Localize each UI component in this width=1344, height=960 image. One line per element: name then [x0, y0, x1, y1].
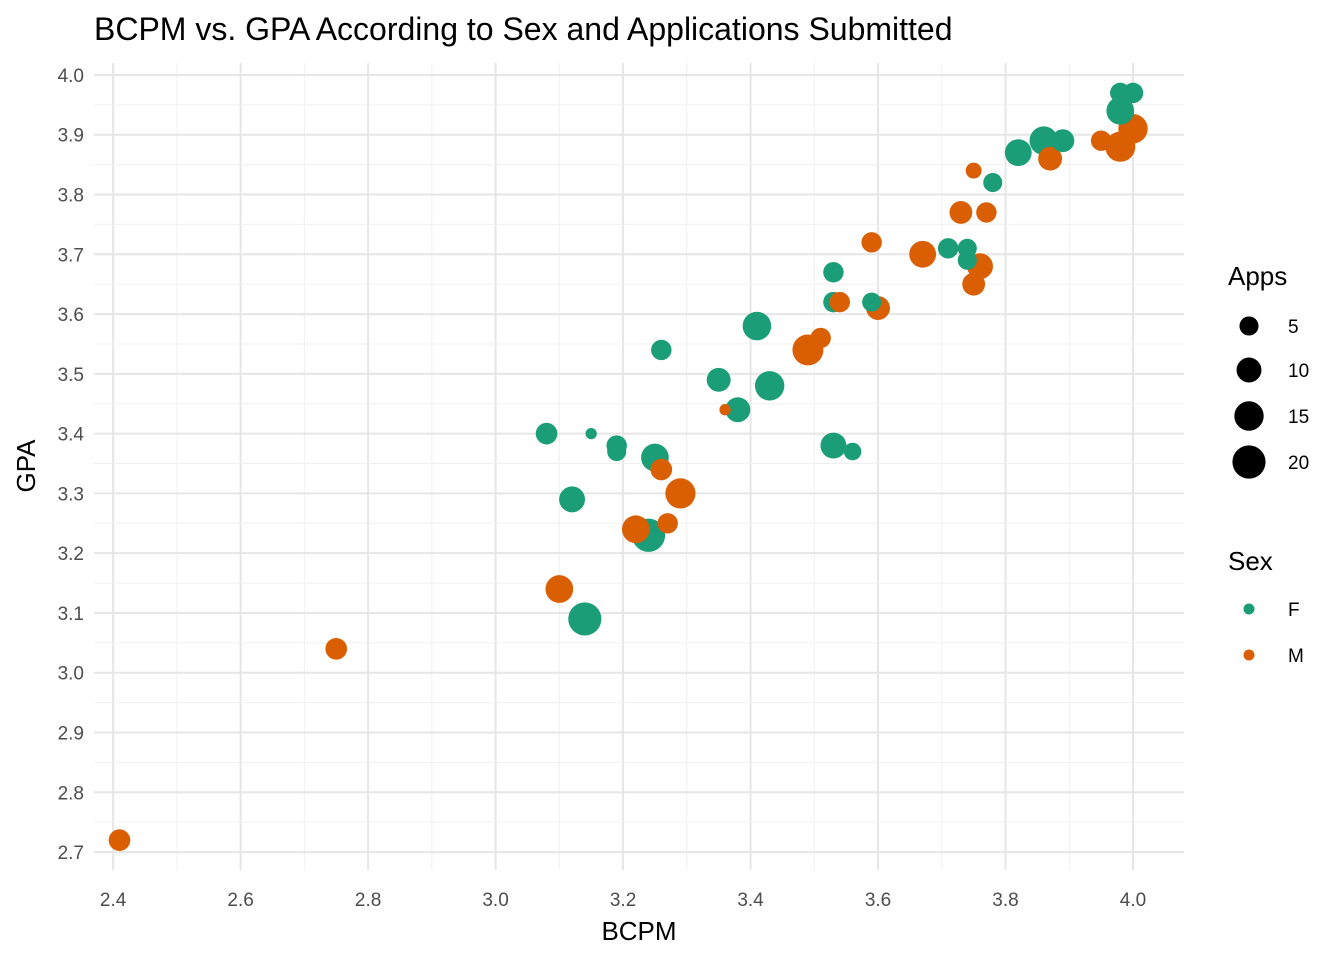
size-legend-label: 15: [1288, 407, 1309, 428]
data-point-f: [957, 250, 977, 270]
data-point-m: [861, 232, 882, 253]
data-point-m: [621, 515, 650, 544]
x-tick-label: 3.0: [482, 890, 508, 911]
data-point-m: [962, 272, 986, 296]
data-point-m: [829, 291, 851, 313]
data-point-f: [725, 397, 751, 423]
size-legend-label: 10: [1288, 361, 1309, 382]
y-axis-title: GPA: [11, 439, 41, 493]
size-legend-label: 5: [1288, 317, 1299, 338]
y-tick-label: 2.7: [58, 843, 84, 864]
data-point-m: [976, 202, 997, 223]
x-tick-label: 2.4: [100, 890, 127, 911]
y-tick-label: 3.8: [58, 186, 84, 207]
size-legend-label: 20: [1288, 453, 1309, 474]
chart-title: BCPM vs. GPA According to Sex and Applic…: [94, 11, 953, 47]
data-points: [108, 82, 1148, 851]
y-tick-label: 2.8: [58, 783, 84, 804]
data-point-f: [1051, 129, 1075, 153]
data-point-m: [325, 637, 348, 660]
data-point-f: [559, 486, 586, 513]
data-point-f: [568, 602, 602, 636]
data-point-f: [1004, 139, 1032, 167]
data-point-f: [1106, 96, 1135, 125]
x-tick-label: 2.8: [355, 890, 381, 911]
data-point-f: [820, 432, 847, 459]
data-point-f: [585, 427, 597, 440]
y-tick-label: 3.5: [58, 365, 84, 386]
data-point-m: [108, 829, 131, 851]
color-legend-label: M: [1288, 646, 1304, 667]
data-point-m: [909, 240, 937, 268]
y-tick-label: 3.0: [58, 664, 84, 685]
data-point-f: [706, 367, 731, 392]
x-tick-label: 3.4: [737, 890, 764, 911]
data-point-f: [983, 173, 1003, 193]
y-tick-label: 4.0: [58, 66, 84, 87]
data-point-m: [965, 162, 982, 179]
data-point-f: [754, 371, 785, 401]
y-tick-label: 3.1: [58, 604, 84, 625]
y-tick-label: 3.4: [58, 425, 85, 446]
data-point-f: [862, 292, 882, 312]
data-point-m: [810, 327, 831, 349]
color-legend: Sex F M: [1228, 546, 1304, 667]
x-axis-ticks: 2.4 2.6 2.8 3.0 3.2 3.4 3.6 3.8 4.0: [100, 890, 1146, 911]
data-point-f: [937, 238, 959, 259]
color-legend-label: F: [1288, 600, 1300, 621]
x-tick-label: 2.6: [227, 890, 253, 911]
data-point-f: [742, 311, 772, 341]
y-tick-label: 3.3: [58, 484, 84, 505]
y-tick-label: 2.9: [58, 724, 84, 745]
data-point-m: [1090, 130, 1112, 151]
x-axis-title: BCPM: [601, 916, 676, 946]
data-point-f: [823, 262, 844, 283]
data-point-f: [607, 442, 627, 462]
x-tick-label: 3.2: [610, 890, 636, 911]
data-point-m: [650, 458, 673, 481]
data-point-m: [665, 478, 696, 509]
size-legend-key: [1236, 357, 1262, 383]
grid: [94, 63, 1184, 870]
data-point-m: [949, 201, 973, 224]
data-point-f: [535, 422, 558, 445]
data-point-m: [719, 404, 731, 416]
x-tick-label: 4.0: [1120, 890, 1146, 911]
y-tick-label: 3.6: [58, 305, 84, 326]
data-point-m: [657, 513, 678, 534]
size-legend-key: [1234, 401, 1264, 431]
x-tick-label: 3.6: [865, 890, 891, 911]
color-legend-title: Sex: [1228, 546, 1273, 576]
size-legend-title: Apps: [1228, 261, 1287, 291]
y-tick-label: 3.2: [58, 544, 84, 565]
x-tick-label: 3.8: [992, 890, 1018, 911]
size-legend-key: [1239, 316, 1259, 336]
color-legend-key: [1243, 603, 1255, 615]
data-point-f: [651, 339, 672, 361]
color-legend-key: [1243, 649, 1255, 661]
size-legend-key: [1232, 445, 1266, 479]
size-legend: Apps 5 10 15 20: [1228, 261, 1309, 479]
y-tick-label: 3.9: [58, 126, 84, 147]
data-point-m: [545, 575, 574, 603]
y-axis-ticks: 2.7 2.8 2.9 3.0 3.1 3.2 3.3 3.4 3.5 3.6 3.7 3.8 3.9 4…: [58, 66, 85, 864]
data-point-f: [1122, 82, 1144, 104]
data-point-f: [843, 442, 862, 461]
data-point-m: [1038, 146, 1063, 171]
y-tick-label: 3.7: [58, 245, 84, 266]
